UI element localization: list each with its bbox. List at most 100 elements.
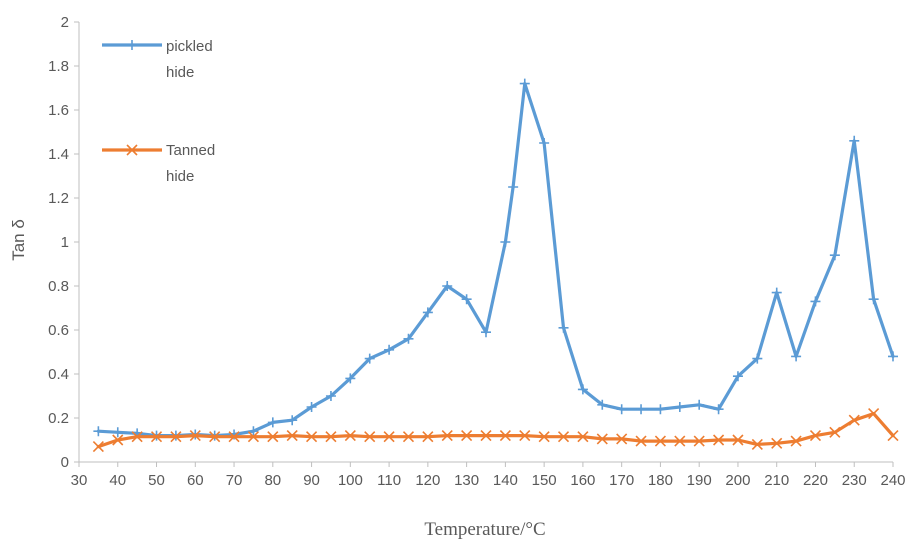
series-layer	[92, 78, 899, 453]
data-point	[422, 431, 434, 443]
data-point	[809, 430, 822, 442]
data-point	[286, 430, 298, 442]
data-point	[829, 250, 840, 261]
data-point	[694, 399, 705, 410]
data-point	[150, 431, 163, 443]
data-point	[732, 434, 744, 446]
data-point	[810, 296, 821, 307]
x-tick-label: 150	[532, 472, 557, 489]
data-point	[771, 437, 783, 449]
legend-label: hide	[166, 168, 194, 185]
data-point	[112, 427, 123, 438]
data-point	[442, 281, 453, 291]
data-point	[519, 78, 530, 89]
y-tick-label: 0.8	[48, 278, 69, 295]
y-tick-label: 0	[61, 454, 69, 471]
x-tick-label: 170	[609, 472, 634, 489]
y-tick-label: 2	[61, 14, 69, 31]
data-point	[267, 417, 278, 428]
data-point	[577, 431, 589, 443]
data-point	[693, 435, 705, 447]
data-point	[713, 434, 725, 446]
x-tick-label: 220	[803, 472, 828, 489]
data-point	[92, 441, 104, 453]
x-axis-title: Temperature/°C	[424, 519, 545, 540]
x-tick-label: 160	[570, 472, 595, 489]
data-point	[519, 430, 531, 442]
data-point	[790, 435, 802, 447]
data-point	[131, 431, 143, 443]
data-point	[538, 431, 550, 443]
data-point	[499, 430, 511, 442]
data-point	[636, 404, 647, 415]
x-tick-label: 110	[377, 472, 401, 489]
x-tick-label: 200	[725, 472, 750, 489]
x-tick-label: 240	[880, 472, 905, 489]
x-tick-label: 120	[415, 472, 440, 489]
data-point	[616, 433, 628, 445]
data-point	[170, 431, 182, 443]
data-point	[364, 353, 375, 364]
data-point	[868, 294, 879, 305]
data-point	[383, 431, 395, 443]
x-tick-label: 80	[264, 472, 281, 489]
data-point	[713, 404, 724, 415]
series-0	[93, 78, 898, 441]
data-point	[287, 415, 298, 426]
data-point	[248, 426, 259, 437]
data-point	[848, 414, 860, 426]
data-point	[461, 430, 473, 442]
series-line	[96, 412, 895, 449]
data-point	[247, 431, 259, 443]
data-point	[558, 322, 569, 333]
legend-label: pickled	[166, 38, 213, 55]
data-point	[344, 430, 356, 442]
data-point	[596, 433, 608, 445]
x-tick-label: 100	[338, 472, 363, 489]
data-point	[635, 435, 647, 447]
legend-label: hide	[166, 64, 194, 81]
data-point	[771, 287, 782, 298]
x-tick-label: 190	[687, 472, 712, 489]
data-point	[557, 431, 570, 443]
data-point	[655, 404, 666, 415]
x-tick-label: 30	[71, 472, 88, 489]
data-point	[403, 333, 414, 344]
data-point	[325, 431, 337, 443]
axes: 30 40 50 60 70 80 90 100 110 120 130 140 150 160 170 18…	[48, 14, 905, 489]
data-point	[461, 294, 472, 305]
data-point	[93, 426, 104, 437]
legend-label: Tanned	[166, 142, 215, 159]
data-point	[829, 426, 841, 438]
y-tick-label: 1.2	[48, 190, 69, 207]
data-point	[751, 438, 763, 450]
data-point	[325, 391, 336, 401]
x-tick-label: 60	[187, 472, 204, 489]
data-point	[752, 353, 763, 364]
x-tick-label: 90	[303, 472, 320, 489]
x-tick-label: 140	[493, 472, 518, 489]
x-tick-label: 230	[842, 472, 867, 489]
data-point	[597, 399, 608, 410]
data-point	[112, 434, 124, 446]
data-point	[189, 430, 201, 442]
data-point	[306, 431, 318, 443]
data-point	[384, 344, 395, 355]
legend-entry: pickled hide	[102, 38, 213, 81]
data-point	[209, 431, 221, 443]
y-tick-label: 1.6	[48, 102, 69, 119]
data-point	[228, 431, 240, 443]
data-point	[674, 435, 686, 447]
data-point	[402, 431, 415, 443]
data-point	[616, 404, 627, 415]
data-point	[888, 351, 898, 362]
data-point	[306, 402, 317, 412]
data-point	[791, 351, 802, 362]
legend: pickled hide Tanned hide	[102, 38, 215, 185]
legend-entry: Tanned hide	[102, 142, 215, 185]
y-tick-label: 1.4	[48, 146, 69, 163]
data-point	[887, 430, 899, 442]
y-tick-label: 1	[61, 234, 69, 251]
x-tick-label: 210	[764, 472, 789, 489]
y-tick-label: 1.8	[48, 58, 69, 75]
